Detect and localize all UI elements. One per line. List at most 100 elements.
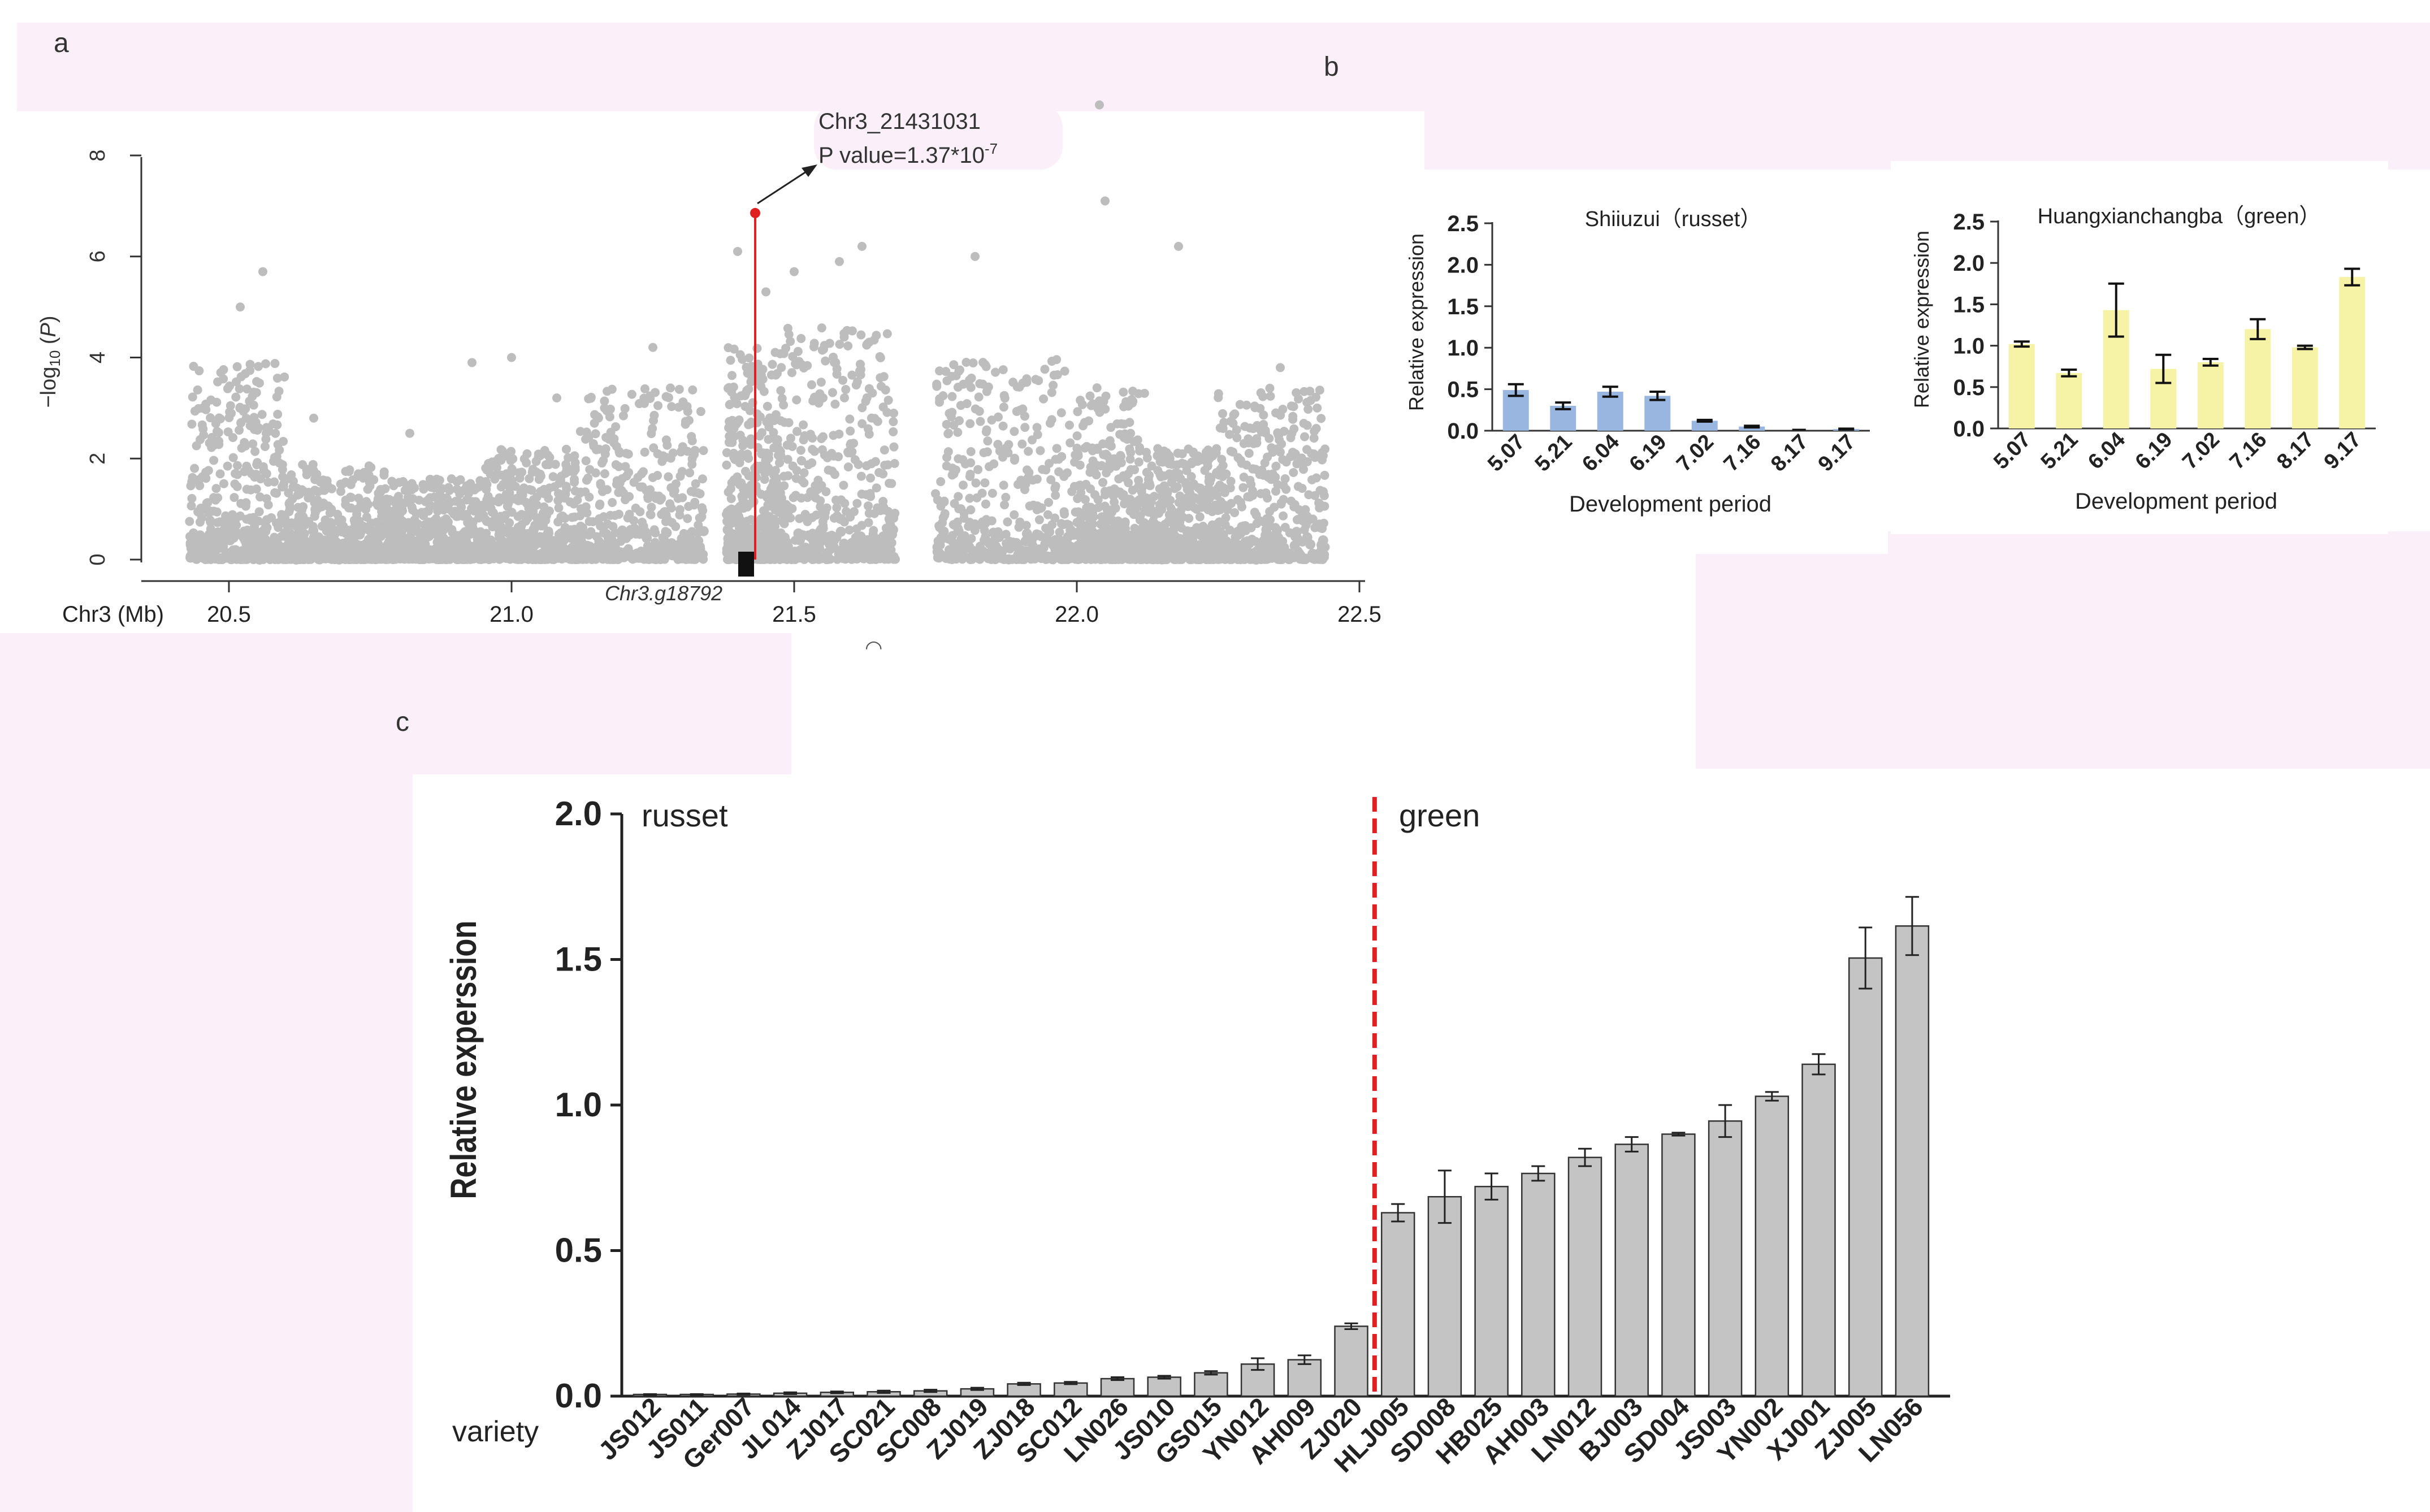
- snp-point: [320, 543, 331, 554]
- snp-point: [830, 399, 840, 409]
- snp-point: [245, 396, 254, 406]
- snp-point: [532, 553, 543, 564]
- snp-point: [1102, 451, 1111, 461]
- snp-point: [764, 435, 773, 444]
- snp-point: [746, 434, 756, 444]
- snp-point: [362, 512, 371, 522]
- panel-label-a: a: [54, 28, 69, 58]
- snp-point: [263, 500, 273, 510]
- snp-point: [392, 528, 402, 539]
- snp-point: [651, 388, 660, 397]
- snp-point: [664, 393, 673, 402]
- snp-point: [731, 452, 740, 462]
- snp-point: [259, 466, 268, 475]
- lead-snp-point: [750, 207, 761, 218]
- snp-point: [638, 482, 647, 492]
- snp-point: [1142, 453, 1152, 463]
- snp-point: [503, 501, 512, 511]
- bar: [1708, 1120, 1743, 1397]
- snp-point: [1119, 402, 1129, 411]
- snp-point: [879, 502, 889, 512]
- snp-point: [889, 427, 898, 436]
- snp-point: [194, 508, 204, 517]
- snp-point: [1091, 541, 1102, 552]
- snp-point: [649, 443, 659, 453]
- snp-point: [822, 548, 833, 558]
- snp-point: [320, 515, 330, 525]
- snp-point: [838, 544, 848, 554]
- snp-point-outlier: [761, 287, 770, 297]
- snp-point: [1072, 431, 1082, 441]
- snp-point-outlier: [405, 428, 414, 438]
- snp-point: [215, 543, 224, 553]
- snp-point: [1292, 459, 1302, 469]
- snp-point: [597, 458, 607, 468]
- snp-point: [998, 421, 1008, 431]
- snp-point: [1126, 448, 1136, 457]
- bar: [1661, 1133, 1696, 1397]
- snp-point: [352, 509, 362, 519]
- snp-point: [485, 500, 495, 510]
- snp-point: [270, 477, 279, 487]
- snp-point: [936, 501, 946, 511]
- lead-snp-annotation: Chr3_21431031 P value=1.37*10-7: [757, 105, 1063, 205]
- snp-point: [821, 487, 831, 496]
- snp-point: [1049, 370, 1059, 380]
- snp-point: [1103, 439, 1112, 449]
- snp-point: [953, 526, 964, 536]
- snp-point: [430, 527, 441, 538]
- snp-point: [770, 522, 779, 531]
- snp-point: [383, 540, 392, 549]
- snp-point: [1292, 388, 1301, 397]
- snp-point: [536, 521, 546, 531]
- snp-point: [575, 548, 586, 558]
- snp-point: [980, 526, 989, 535]
- bar: [1521, 1172, 1556, 1397]
- snp-point: [766, 484, 776, 494]
- snp-point: [1020, 411, 1029, 421]
- snp-point: [314, 554, 325, 565]
- snp-point: [1153, 466, 1163, 475]
- snp-point: [353, 469, 363, 479]
- tint-right-lower: [1696, 531, 2430, 769]
- snp-point: [209, 456, 219, 465]
- snp-point-outlier: [1101, 196, 1110, 206]
- snp-point: [759, 506, 768, 515]
- snp-point: [786, 337, 795, 346]
- snp-point: [1203, 458, 1212, 468]
- snp-point: [727, 371, 737, 380]
- snp-point: [1190, 493, 1200, 502]
- snp-point-outlier: [1095, 100, 1104, 110]
- snp-point: [1020, 485, 1030, 495]
- snp-point: [272, 373, 282, 383]
- snp-point: [188, 392, 197, 402]
- snp-point: [201, 467, 211, 477]
- snp-point: [808, 444, 817, 454]
- snp-point: [236, 372, 246, 382]
- snp-point: [1287, 401, 1296, 411]
- snp-point: [758, 531, 769, 541]
- bar: [1100, 1377, 1135, 1397]
- snp-point: [1289, 468, 1298, 478]
- snp-point: [828, 388, 837, 397]
- snp-point: [623, 449, 633, 459]
- snp-point: [506, 447, 516, 456]
- snp-point: [832, 364, 842, 374]
- snp-point: [329, 529, 340, 540]
- snp-point: [648, 424, 657, 434]
- snp-point: [1202, 542, 1213, 553]
- snp-point: [255, 474, 265, 484]
- snp-point: [755, 412, 765, 422]
- snp-point: [1094, 502, 1104, 512]
- snp-point: [845, 414, 855, 424]
- snp-point: [949, 360, 959, 370]
- snp-point: [722, 460, 731, 470]
- snp-point: [1039, 394, 1049, 404]
- snp-point: [254, 516, 263, 526]
- snp-point: [737, 491, 747, 501]
- snp-point: [835, 526, 846, 537]
- snp-point: [473, 548, 483, 559]
- snp-point: [1283, 552, 1293, 562]
- snp-point: [787, 368, 796, 378]
- snp-point: [1175, 517, 1185, 527]
